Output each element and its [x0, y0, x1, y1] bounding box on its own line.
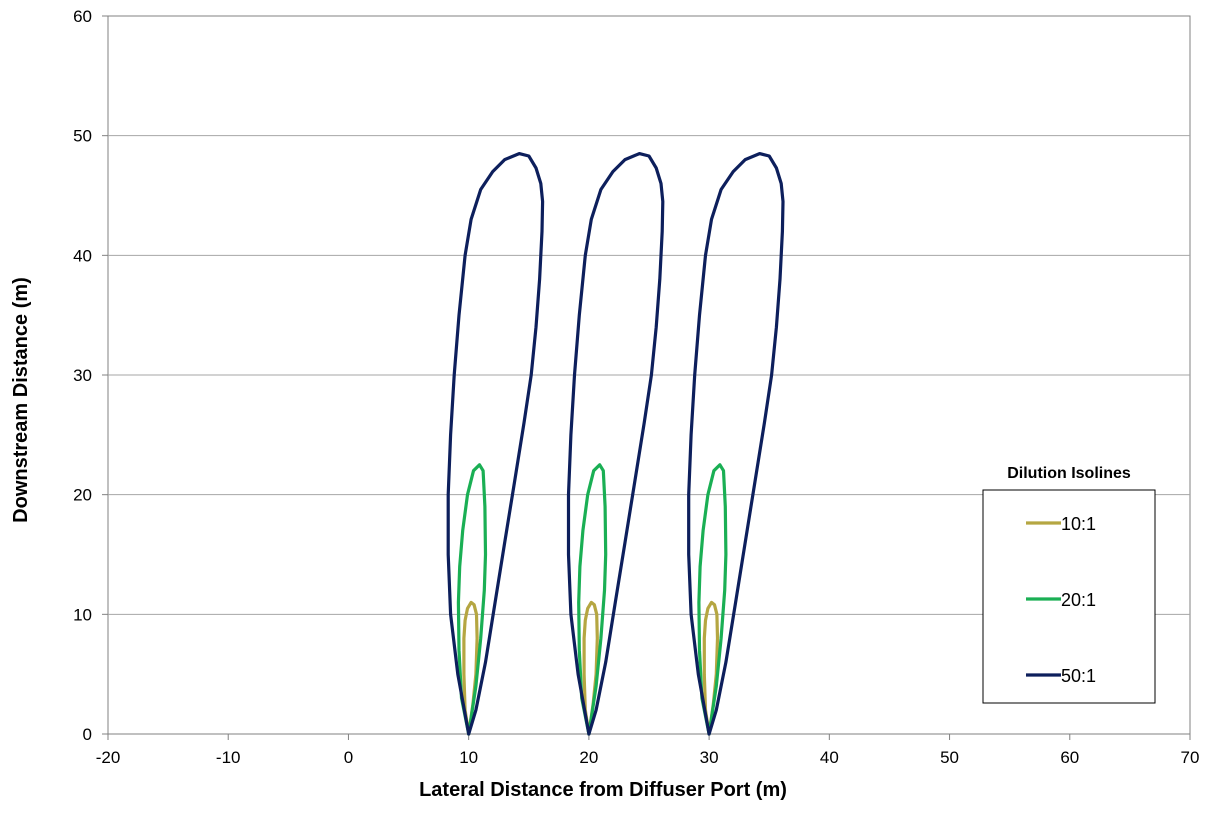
x-tick-label: 40 — [820, 748, 839, 767]
x-axis-ticks: -20 -10 0 10 20 30 40 50 60 70 — [96, 734, 1200, 767]
x-tick-label: -10 — [216, 748, 241, 767]
isoline-50-to-1-port-20 — [566, 152, 665, 736]
y-axis-title: Downstream Distance (m) — [10, 277, 32, 523]
y-tick-label: 0 — [83, 725, 92, 744]
x-tick-label: 50 — [940, 748, 959, 767]
isoline-series — [446, 152, 785, 736]
isoline-20-to-1-port-20 — [577, 463, 608, 736]
y-axis-ticks: 0 10 20 30 40 50 60 — [73, 7, 108, 744]
legend-label-20-to-1: 20:1 — [1061, 590, 1096, 610]
legend-label-10-to-1: 10:1 — [1061, 514, 1096, 534]
y-tick-label: 20 — [73, 486, 92, 505]
legend-box — [982, 489, 1156, 704]
y-tick-label: 30 — [73, 366, 92, 385]
x-tick-label: 70 — [1181, 748, 1200, 767]
legend: 10:1 20:1 50:1 — [982, 489, 1156, 704]
isoline-20-to-1-port-10 — [456, 463, 488, 736]
legend-title: Dilution Isolines — [1007, 465, 1131, 482]
isoline-50-to-1-port-10 — [446, 152, 545, 736]
x-tick-label: 10 — [459, 748, 478, 767]
y-tick-label: 60 — [73, 7, 92, 26]
x-axis-title: Lateral Distance from Diffuser Port (m) — [419, 779, 787, 801]
isoline-50-to-1-port-30 — [687, 152, 785, 736]
x-tick-label: 60 — [1060, 748, 1079, 767]
x-tick-label: 30 — [700, 748, 719, 767]
isoline-20-to-1-port-30 — [697, 463, 728, 736]
x-tick-label: 0 — [344, 748, 353, 767]
x-tick-label: 20 — [579, 748, 598, 767]
x-tick-label: -20 — [96, 748, 121, 767]
y-tick-label: 40 — [73, 246, 92, 265]
legend-label-50-to-1: 50:1 — [1061, 666, 1096, 686]
y-tick-label: 10 — [73, 605, 92, 624]
y-tick-label: 50 — [73, 127, 92, 146]
